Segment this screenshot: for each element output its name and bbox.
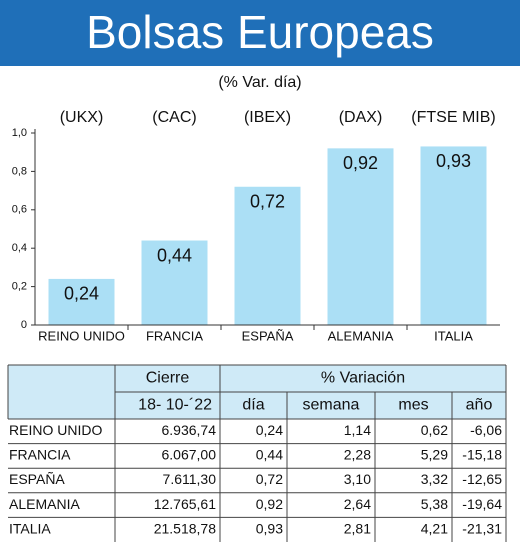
cell: 12.765,61: [154, 496, 216, 512]
y-tick-label: 0,2: [12, 281, 27, 293]
cell: -21,31: [462, 520, 502, 536]
cell: 5,38: [421, 496, 448, 512]
x-tick-label: ITALIA: [434, 328, 473, 343]
title-bar: [0, 0, 520, 66]
column-header: mes: [398, 397, 428, 414]
index-label: (IBEX): [244, 109, 291, 126]
cell: -15,18: [462, 447, 502, 463]
value-label: 0,72: [250, 192, 285, 212]
value-label: 0,24: [64, 284, 99, 304]
cell: 7.611,30: [163, 471, 217, 487]
index-label: (UKX): [60, 109, 104, 126]
cell: 2,64: [344, 496, 371, 512]
cell: 4,21: [421, 520, 448, 536]
group-header: % Variación: [321, 370, 405, 387]
row-label: ALEMANIA: [9, 496, 80, 512]
cell: 0,24: [256, 422, 283, 438]
y-tick-label: 0,8: [12, 165, 27, 177]
cell: 0,44: [256, 447, 283, 463]
x-tick-label: FRANCIA: [146, 328, 203, 343]
group-header: Cierre: [146, 370, 190, 387]
cell: 21.518,78: [154, 520, 216, 536]
cell: 0,72: [256, 471, 283, 487]
index-label: (DAX): [339, 109, 383, 126]
chart-title: Bolsas Europeas: [86, 6, 434, 58]
cell: -6,06: [470, 422, 502, 438]
value-label: 0,93: [436, 151, 471, 171]
index-label: (CAC): [152, 109, 196, 126]
cell: -12,65: [462, 471, 502, 487]
bar: [420, 146, 487, 325]
value-label: 0,92: [343, 153, 378, 173]
row-label: ESPAÑA: [9, 471, 65, 487]
y-tick-label: 0,4: [12, 242, 27, 254]
x-tick-label: ESPAÑA: [242, 328, 294, 343]
cell: 3,32: [421, 471, 448, 487]
cell: 0,92: [256, 496, 283, 512]
bar: [48, 278, 115, 325]
cell: 3,10: [344, 471, 371, 487]
row-label: ITALIA: [9, 520, 51, 536]
index-label: (FTSE MIB): [411, 109, 495, 126]
chart-subtitle: (% Var. día): [218, 74, 301, 91]
cell: -19,64: [462, 496, 502, 512]
row-label: REINO UNIDO: [9, 422, 102, 438]
cell: 2,81: [344, 520, 371, 536]
cell: 6.936,74: [162, 422, 217, 438]
column-header: año: [466, 397, 493, 414]
row-label: FRANCIA: [9, 447, 71, 463]
column-header: 18- 10-´22: [138, 397, 212, 414]
bar: [234, 186, 301, 325]
cell: 0,93: [256, 520, 283, 536]
y-tick-label: 0,6: [12, 204, 27, 216]
x-tick-label: REINO UNIDO: [38, 328, 125, 343]
cell: 6.067,00: [162, 447, 217, 463]
x-tick-label: ALEMANIA: [328, 328, 394, 343]
bar: [327, 148, 394, 325]
cell: 1,14: [344, 422, 371, 438]
cell: 5,29: [421, 447, 448, 463]
y-tick-label: 1,0: [12, 127, 27, 139]
cell: 2,28: [344, 447, 371, 463]
value-label: 0,44: [157, 245, 192, 265]
y-tick-label: 0: [21, 319, 27, 331]
bar: [141, 240, 208, 325]
column-header: día: [242, 397, 264, 414]
cell: 0,62: [421, 422, 448, 438]
column-header: semana: [303, 397, 360, 414]
